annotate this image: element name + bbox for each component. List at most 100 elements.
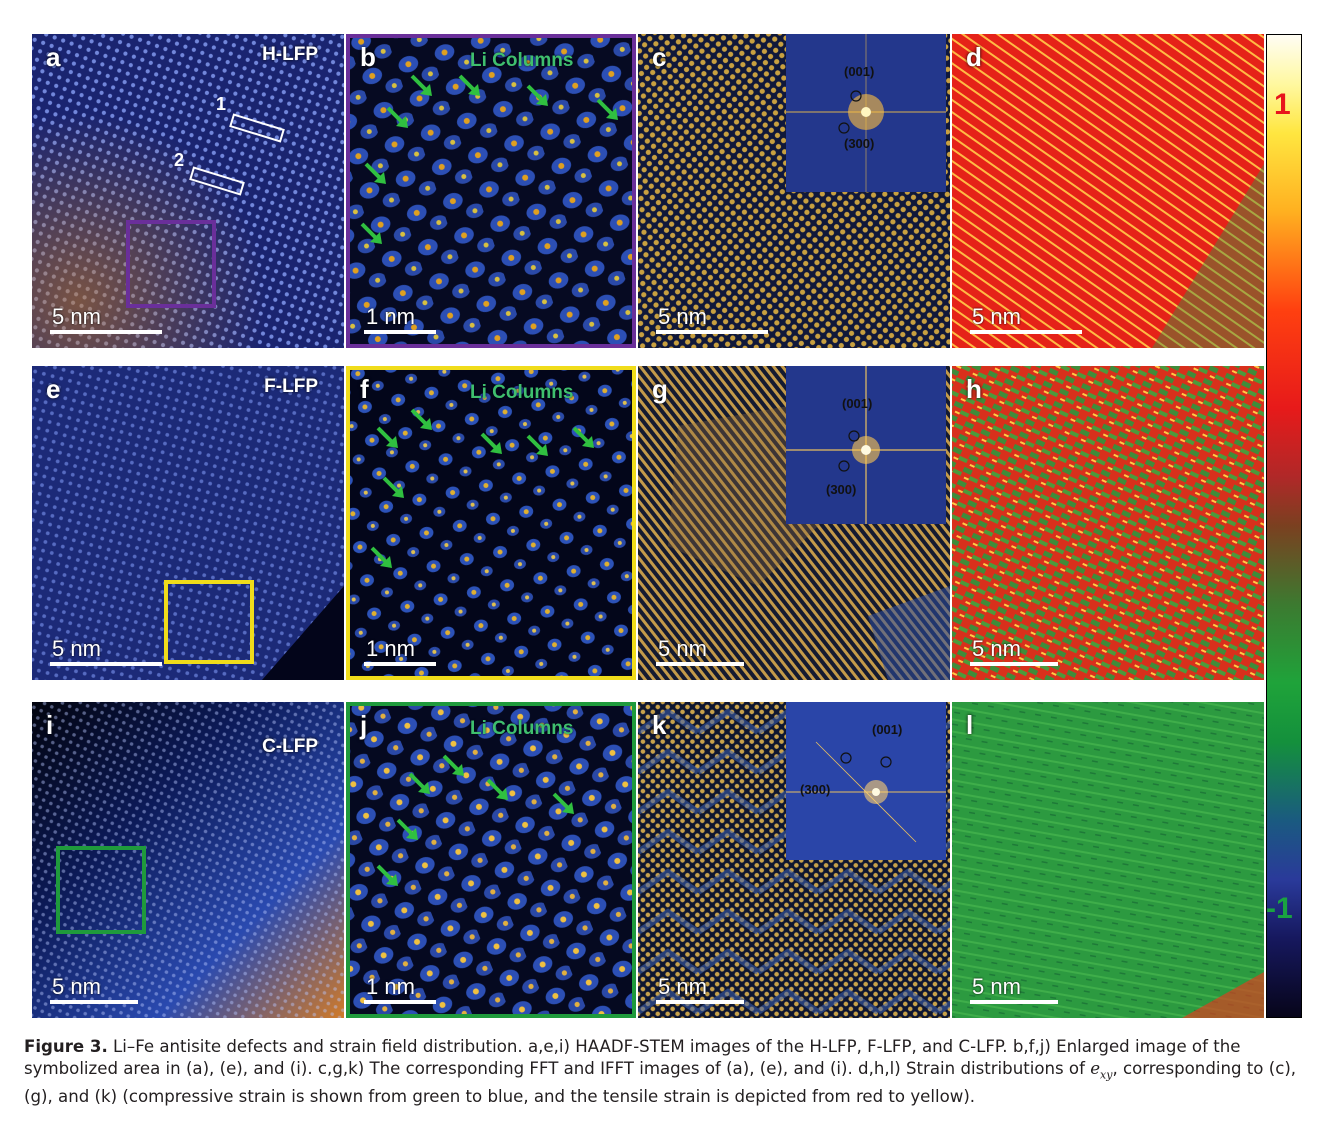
caption-math-symbol: exy — [1090, 1059, 1113, 1082]
fft-label-001: (001) — [872, 722, 903, 737]
haadf-lattice-image — [32, 34, 344, 348]
scale-bar-label: 1 nm — [366, 636, 415, 661]
panel-f-frame — [346, 366, 636, 680]
panel-label-l: l — [966, 710, 974, 740]
zoomed-lattice-image — [346, 366, 636, 680]
scale-bar: 1 nm — [364, 638, 436, 666]
li-column-arrow — [382, 476, 404, 498]
li-columns-label: Li Columns — [470, 382, 574, 403]
panel-b-zoom-image: b Li Columns 1 nm — [346, 34, 636, 348]
panel-j-zoom-image: j Li Columns 1 nm — [346, 702, 636, 1018]
panel-k-ifft-image: (001) (300) k 5 nm — [638, 702, 950, 1018]
scale-bar: 5 nm — [656, 638, 744, 666]
caption-figure-number: Figure 3. — [24, 1037, 108, 1056]
li-column-arrow — [526, 434, 548, 456]
li-column-arrow — [396, 818, 418, 840]
panel-a-haadf-image: a H-LFP 1 2 5 nm — [32, 34, 344, 348]
li-column-arrow — [458, 74, 480, 96]
panel-label-e: e — [46, 374, 61, 404]
strain-map-image — [952, 34, 1264, 348]
panel-label-b: b — [360, 42, 376, 72]
zoom-region-box-h-lfp — [126, 220, 216, 308]
fft-label-001: (001) — [844, 64, 875, 79]
panel-label-f: f — [360, 374, 369, 404]
panel-label-i: i — [46, 710, 54, 740]
sample-name-c-lfp: C-LFP — [262, 736, 318, 757]
panel-i-haadf-image: i C-LFP 5 nm — [32, 702, 344, 1018]
fft-pattern — [786, 366, 946, 524]
panel-b-frame — [346, 34, 636, 348]
li-column-arrow — [410, 74, 432, 96]
li-column-arrow — [386, 106, 408, 128]
scale-bar-label: 5 nm — [52, 304, 101, 329]
panel-label-j: j — [360, 710, 368, 740]
li-column-arrow — [596, 98, 618, 120]
li-column-arrow — [572, 426, 594, 448]
scale-bar-label: 5 nm — [972, 974, 1021, 999]
haadf-lattice-image — [32, 366, 344, 680]
defect-region-number-1: 1 — [216, 94, 227, 114]
li-column-arrow — [370, 546, 392, 568]
sample-name-h-lfp: H-LFP — [262, 44, 318, 65]
colorbar-gradient — [1266, 34, 1302, 1018]
scale-bar-label: 1 nm — [366, 304, 415, 329]
fft-label-300: (300) — [800, 782, 831, 797]
haadf-lattice-image — [32, 702, 344, 1018]
defect-region-number-2: 2 — [174, 150, 185, 170]
strain-map-image — [952, 366, 1264, 680]
panel-label-c: c — [652, 42, 667, 72]
li-column-arrow — [376, 864, 398, 886]
li-column-arrow — [364, 162, 386, 184]
caption-text-part1: Li–Fe antisite defects and strain field … — [24, 1037, 1241, 1078]
fft-inset: (001) (300) — [786, 34, 946, 192]
li-columns-label: Li Columns — [470, 718, 574, 739]
scale-bar-label: 5 nm — [658, 974, 707, 999]
scale-bar: 5 nm — [970, 638, 1058, 666]
panel-label-d: d — [966, 42, 982, 72]
fft-pattern — [786, 702, 946, 860]
scale-bar-label: 5 nm — [658, 304, 707, 329]
zoom-region-box-c-lfp — [56, 846, 146, 934]
li-column-arrow — [408, 772, 430, 794]
scale-bar: 5 nm — [50, 976, 138, 1004]
figure-caption: Figure 3. Li–Fe antisite defects and str… — [24, 1036, 1314, 1108]
scale-bar-label: 1 nm — [366, 974, 415, 999]
scale-bar: 1 nm — [364, 306, 436, 334]
fft-label-300: (300) — [844, 136, 875, 151]
panel-d-strain-map: d 5 nm — [952, 34, 1264, 348]
li-column-arrow — [376, 426, 398, 448]
scale-bar: 5 nm — [970, 306, 1082, 334]
zoomed-lattice-image — [346, 34, 636, 348]
scale-bar: 5 nm — [970, 976, 1058, 1004]
li-column-arrow — [410, 408, 432, 430]
zoom-region-box-f-lfp — [164, 580, 254, 664]
panel-label-h: h — [966, 374, 982, 404]
panel-e-haadf-image: e F-LFP 5 nm — [32, 366, 344, 680]
panel-h-strain-map: h 5 nm — [952, 366, 1264, 680]
scale-bar-label: 5 nm — [52, 974, 101, 999]
panel-label-k: k — [652, 710, 667, 740]
panel-label-g: g — [652, 374, 668, 404]
zoomed-lattice-image — [346, 702, 636, 1018]
fft-pattern — [786, 34, 946, 192]
scale-bar: 5 nm — [50, 638, 162, 666]
li-column-arrow — [480, 432, 502, 454]
li-columns-label: Li Columns — [470, 50, 574, 71]
panel-f-zoom-image: f Li Columns 1 nm — [346, 366, 636, 680]
fft-inset: (001) (300) — [786, 366, 946, 524]
strain-map-image — [952, 702, 1264, 1018]
li-column-arrow — [360, 222, 382, 244]
fft-label-001: (001) — [842, 396, 873, 411]
scale-bar: 5 nm — [656, 976, 744, 1004]
scale-bar-label: 5 nm — [52, 636, 101, 661]
scale-bar-label: 5 nm — [972, 636, 1021, 661]
panel-c-ifft-image: (001) (300) c 5 nm — [638, 34, 950, 348]
scale-bar-label: 5 nm — [658, 636, 707, 661]
strain-colorbar: 1 -1 — [1266, 34, 1302, 1018]
fft-label-300: (300) — [826, 482, 857, 497]
scale-bar-label: 5 nm — [972, 304, 1021, 329]
li-column-arrow — [486, 778, 508, 800]
scale-bar: 5 nm — [656, 306, 768, 334]
scale-bar: 5 nm — [50, 306, 162, 334]
li-column-arrow — [552, 792, 574, 814]
